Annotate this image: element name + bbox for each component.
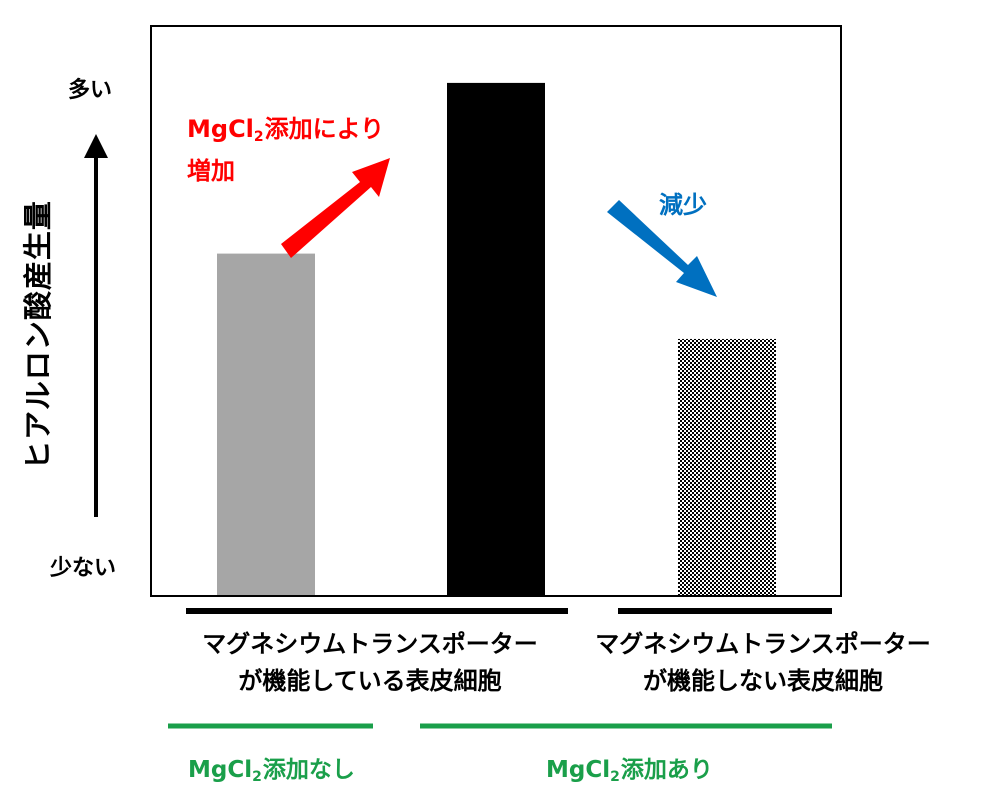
increase-text-sub: 2: [253, 129, 264, 145]
cond-with-pre: MgCl: [546, 757, 611, 783]
cond-with-post: 添加あり: [620, 757, 713, 783]
cond-with-sub: 2: [610, 769, 620, 785]
group-nonfunctional-line1: マグネシウムトランスポーター: [595, 630, 931, 658]
condition-label-with: MgCl2添加あり: [546, 750, 713, 785]
bar-nonfunctional-with-mgcl2: [678, 338, 776, 595]
increase-text-post: 添加により: [264, 115, 385, 143]
increase-arrow: [281, 158, 390, 258]
group-functional-line1: マグネシウムトランスポーター: [202, 630, 538, 658]
decrease-annotation: 減少: [659, 191, 707, 219]
increase-text-pre: MgCl: [187, 115, 254, 143]
cond-without-sub: 2: [252, 769, 262, 785]
y-tick-high: 多い: [68, 78, 113, 103]
group-nonfunctional-line2: が機能しない表皮細胞: [643, 667, 883, 695]
increase-annotation: MgCl2添加により 増加: [187, 112, 384, 188]
bar-functional-with-mgcl2: [447, 82, 545, 595]
cond-without-post: 添加なし: [262, 757, 355, 783]
condition-label-without: MgCl2添加なし: [188, 750, 355, 785]
group-label-nonfunctional: マグネシウムトランスポーター が機能しない表皮細胞: [565, 626, 961, 700]
bar-functional-without-mgcl2: [217, 253, 315, 595]
group-functional-line2: が機能している表皮細胞: [238, 667, 502, 695]
plot-frame: [150, 25, 842, 597]
cond-without-pre: MgCl: [188, 757, 253, 783]
decrease-arrow: [607, 200, 717, 297]
group-label-functional: マグネシウムトランスポーター が機能している表皮細胞: [170, 626, 570, 700]
y-axis-label-wrap: ヒアルロン酸産生量: [8, 190, 64, 480]
y-axis-label: ヒアルロン酸産生量: [21, 200, 55, 470]
increase-text-line2: 増加: [187, 157, 235, 185]
y-tick-low: 少ない: [50, 556, 117, 581]
